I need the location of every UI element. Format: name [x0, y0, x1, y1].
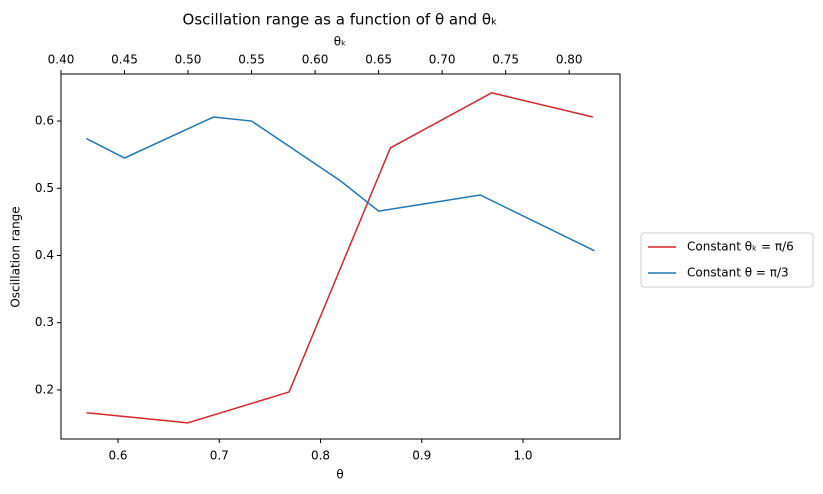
x2-tick-label: 0.55 — [238, 53, 265, 67]
y-tick-label: 0.4 — [35, 248, 54, 262]
y-tick-label: 0.6 — [35, 114, 54, 128]
series-line — [86, 92, 594, 424]
x2-tick-label: 0.75 — [492, 53, 519, 67]
x-tick-label: 0.9 — [412, 449, 431, 463]
x-tick-label: 1.0 — [513, 449, 532, 463]
x-tick-label: 0.7 — [210, 449, 229, 463]
x2-tick-label: 0.80 — [556, 53, 583, 67]
plot-frame — [60, 73, 621, 440]
y-axis-label: Oscillation range — [9, 206, 23, 307]
x2-tick-label: 0.50 — [175, 53, 202, 67]
x2-tick-label: 0.40 — [48, 53, 75, 67]
series-line — [86, 116, 595, 252]
x2-tick-label: 0.60 — [302, 53, 329, 67]
legend-label: Constant θ = π/3 — [687, 266, 789, 280]
x2-axis-label: θₖ — [334, 35, 346, 49]
x-axis-label: θ — [336, 468, 343, 482]
x2-tick-label: 0.65 — [365, 53, 392, 67]
legend-label: Constant θₖ = π/6 — [687, 240, 794, 254]
chart-title: Oscillation range as a function of θ and… — [183, 11, 498, 29]
x2-tick-label: 0.70 — [429, 53, 456, 67]
x2-tick-label: 0.45 — [111, 53, 138, 67]
x-tick-label: 0.6 — [108, 449, 127, 463]
y-tick-label: 0.5 — [35, 181, 54, 195]
y-tick-label: 0.2 — [35, 382, 54, 396]
y-tick-label: 0.3 — [35, 315, 54, 329]
legend-box — [640, 232, 814, 288]
x-tick-label: 0.8 — [311, 449, 330, 463]
